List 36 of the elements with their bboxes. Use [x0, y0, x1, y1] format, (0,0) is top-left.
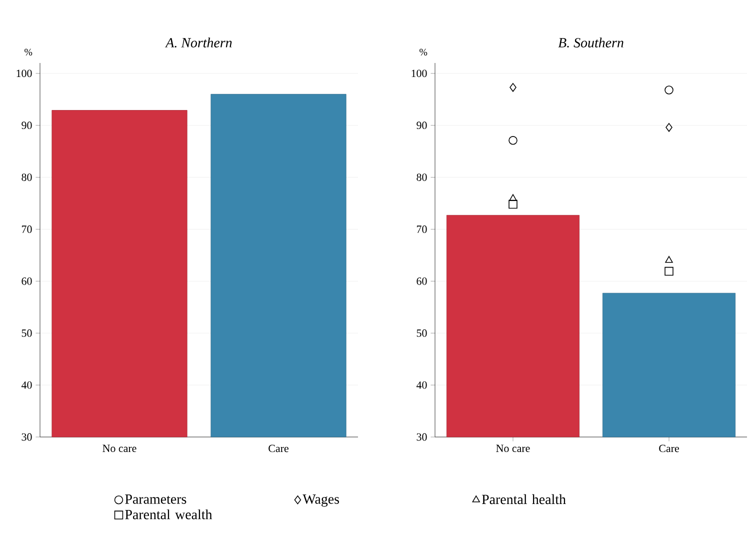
y-tick-label: 50 — [22, 329, 32, 337]
y-tick-label: 100 — [16, 70, 32, 78]
y-tick-label: 70 — [22, 226, 32, 233]
point — [665, 256, 673, 263]
y-tick-label: 30 — [416, 433, 427, 441]
y-tick-label: 70 — [416, 226, 427, 233]
y-axis-title: % — [420, 48, 428, 56]
y-tick-label: 40 — [416, 381, 427, 389]
y-tick-label: 90 — [416, 122, 427, 130]
x-tick-label: No care — [102, 444, 136, 452]
x-tick-label: No care — [496, 444, 530, 452]
point — [510, 83, 516, 92]
y-tick-label: 80 — [22, 174, 32, 181]
point — [666, 123, 672, 132]
chart-title: B. Southern — [558, 38, 624, 48]
y-tick-label: 40 — [21, 381, 32, 389]
legend-label: Parameters — [125, 494, 186, 504]
x-tick-label: Care — [268, 444, 288, 452]
point — [664, 86, 674, 94]
y-tick-label: 90 — [22, 122, 32, 130]
legend-label: Wages — [302, 494, 340, 507]
y-tick-label: 50 — [416, 329, 427, 337]
point — [508, 136, 518, 145]
legend-label: Parental health — [482, 494, 566, 504]
y-axis-title: % — [24, 48, 32, 56]
x-tick-label: Care — [659, 444, 679, 452]
y-tick-label: 100 — [412, 70, 427, 78]
legend-label: Parental wealth — [125, 509, 212, 520]
y-tick-label: 60 — [22, 277, 32, 285]
point — [664, 266, 674, 276]
chart-title: A. Northern — [164, 38, 232, 48]
y-tick-label: 30 — [22, 433, 32, 441]
y-tick-label: 80 — [416, 174, 427, 181]
point — [509, 194, 517, 201]
point — [508, 200, 518, 209]
y-tick-label: 60 — [416, 277, 427, 285]
